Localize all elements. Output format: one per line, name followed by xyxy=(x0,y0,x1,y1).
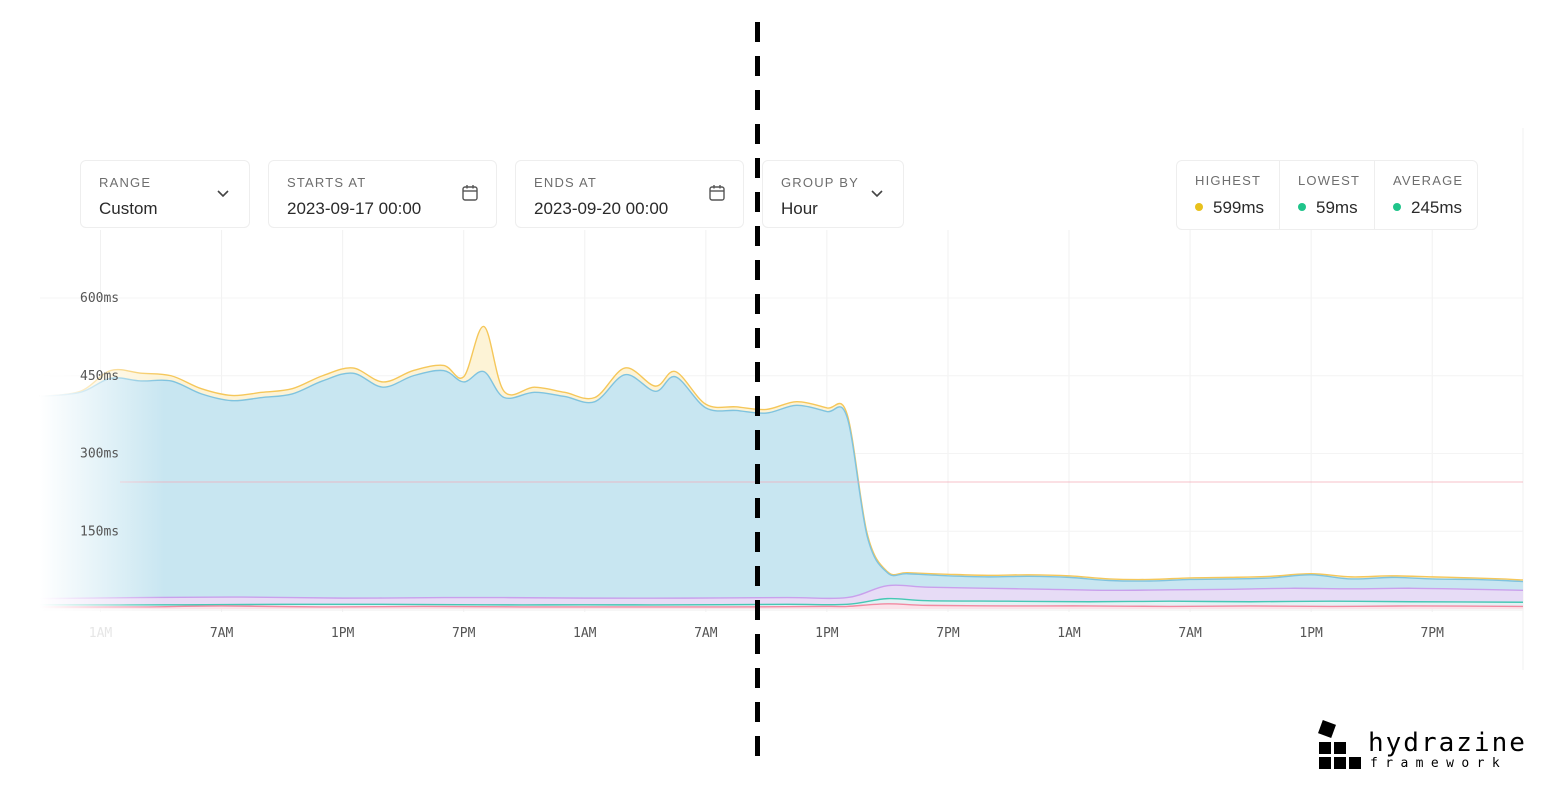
x-tick-label: 7AM xyxy=(210,626,234,641)
x-tick-label: 1AM xyxy=(1057,626,1081,641)
stat-divider xyxy=(1279,161,1280,229)
logo-word-hydrazine: hydrazine xyxy=(1368,728,1527,758)
stat-average: AVERAGE 245ms xyxy=(1375,161,1477,229)
series-line-3 xyxy=(39,597,1524,606)
series-area-1 xyxy=(40,370,1523,609)
stat-highest-label: HIGHEST xyxy=(1195,173,1262,188)
range-select[interactable]: RANGE Custom xyxy=(80,160,250,228)
lowest-dot xyxy=(1298,203,1306,211)
ends-at-value: 2023-09-20 00:00 xyxy=(534,199,669,218)
group-by-select[interactable]: GROUP BY Hour xyxy=(762,160,904,228)
left-fade xyxy=(40,300,165,615)
ends-at-field[interactable]: ENDS AT 2023-09-20 00:00 xyxy=(515,160,744,228)
chart-lines xyxy=(39,325,1524,608)
y-axis-ticks: 600ms 450ms 300ms 150ms xyxy=(80,291,119,539)
x-tick-label: 1AM xyxy=(573,626,597,641)
x-axis-ticks: 1AM 7AM 1PM 7PM 1AM 7AM 1PM 7PM 1AM 7AM 1PM 7PM xyxy=(89,626,1444,641)
stat-lowest-value: 59ms xyxy=(1316,198,1358,217)
series-line-4 xyxy=(39,603,1524,608)
y-tick-label: 300ms xyxy=(80,447,119,462)
starts-at-label: STARTS AT xyxy=(287,175,367,190)
range-label: RANGE xyxy=(99,175,152,190)
y-tick-label: 600ms xyxy=(80,291,119,306)
series-line-2 xyxy=(39,584,1524,600)
x-tick-label: 7PM xyxy=(936,626,960,641)
group-by-value: Hour xyxy=(781,199,818,218)
stat-average-label: AVERAGE xyxy=(1393,173,1464,188)
stat-highest: HIGHEST 599ms xyxy=(1177,161,1279,229)
range-value: Custom xyxy=(99,199,158,218)
calendar-icon[interactable] xyxy=(460,183,480,203)
calendar-icon[interactable] xyxy=(707,183,727,203)
series-area-4 xyxy=(40,603,1523,609)
x-tick-label: 1PM xyxy=(1299,626,1323,641)
stat-average-value: 245ms xyxy=(1411,198,1463,217)
chevron-down-icon xyxy=(217,190,229,198)
x-tick-label: 7AM xyxy=(694,626,718,641)
x-tick-label: 7PM xyxy=(452,626,476,641)
x-tick-label: 1PM xyxy=(331,626,355,641)
stat-lowest-label: LOWEST xyxy=(1298,173,1361,188)
chevron-down-icon xyxy=(871,190,883,198)
x-tick-label: 1AM xyxy=(89,626,113,641)
average-dot xyxy=(1393,203,1401,211)
stat-highest-value: 599ms xyxy=(1213,198,1265,217)
chart-areas xyxy=(40,326,1523,609)
logo-mark-icon xyxy=(1318,720,1361,769)
x-tick-label: 1PM xyxy=(815,626,839,641)
stat-divider xyxy=(1374,161,1375,229)
starts-at-value: 2023-09-17 00:00 xyxy=(287,199,422,218)
series-line-1 xyxy=(39,369,1524,583)
ends-at-label: ENDS AT xyxy=(534,175,598,190)
x-tick-label: 7PM xyxy=(1420,626,1444,641)
y-tick-label: 450ms xyxy=(80,369,119,384)
dashed-divider xyxy=(755,22,760,770)
series-line-0 xyxy=(39,325,1524,581)
stats-panel: HIGHEST 599ms LOWEST 59ms AVERAGE 245ms xyxy=(1176,160,1478,230)
stat-lowest: LOWEST 59ms xyxy=(1280,161,1374,229)
logo-word-framework: framework xyxy=(1370,756,1508,771)
highest-dot xyxy=(1195,203,1203,211)
starts-at-field[interactable]: STARTS AT 2023-09-17 00:00 xyxy=(268,160,497,228)
hydrazine-logo: hydrazine framework xyxy=(1316,716,1536,776)
x-tick-label: 7AM xyxy=(1178,626,1202,641)
y-tick-label: 150ms xyxy=(80,524,119,539)
group-by-label: GROUP BY xyxy=(781,175,859,190)
